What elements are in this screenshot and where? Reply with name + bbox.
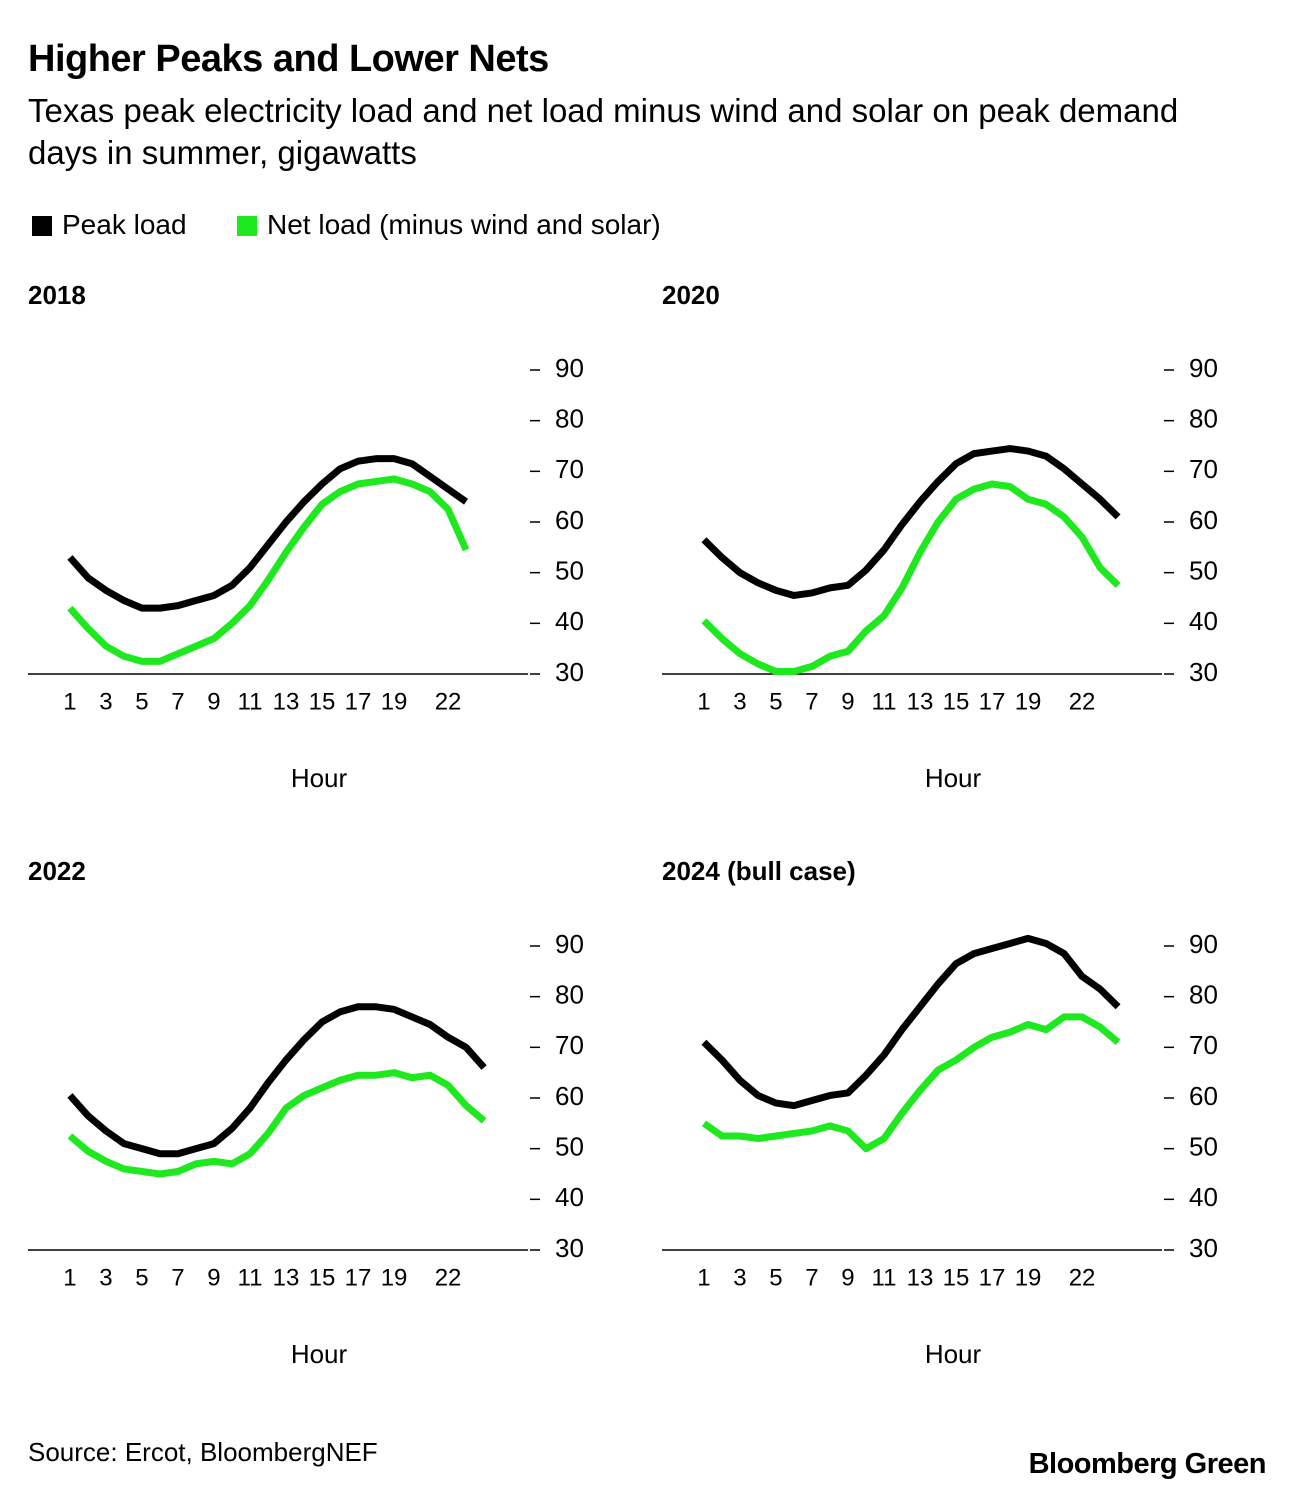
chart-title: 2022: [28, 856, 86, 886]
x-tick-label: 11: [872, 688, 897, 715]
x-tick-label: 22: [1069, 688, 1096, 715]
y-tick-label: 90: [555, 929, 584, 959]
series-line: [67, 475, 470, 665]
x-tick-label: 15: [309, 688, 336, 715]
x-tick-label: 11: [238, 1264, 263, 1291]
x-tick-label: 9: [841, 1264, 854, 1291]
y-tick-label: 50: [555, 1132, 584, 1162]
series-line: [67, 1003, 487, 1158]
x-tick-label: 17: [979, 688, 1006, 715]
x-tick-label: 9: [207, 688, 220, 715]
x-tick-label: 15: [943, 688, 970, 715]
y-tick-label: 80: [1189, 404, 1218, 434]
y-tick-label: 50: [1189, 1132, 1218, 1162]
x-tick-label: 11: [238, 688, 263, 715]
y-tick-label: 70: [1189, 454, 1218, 484]
y-tick-label: 80: [555, 980, 584, 1010]
y-tick-label: 40: [1189, 606, 1218, 636]
x-tick-label: 19: [1015, 688, 1042, 715]
x-tick-label: 3: [99, 1264, 112, 1291]
y-tick-label: 80: [555, 404, 584, 434]
y-tick-label: 60: [1189, 1081, 1218, 1111]
y-tick-label: 90: [555, 353, 584, 383]
x-tick-label: 22: [435, 1264, 462, 1291]
series-line: [701, 480, 1121, 675]
chart-title: 2024 (bull case): [662, 856, 856, 886]
x-tick-label: 19: [381, 688, 408, 715]
x-tick-label: 7: [805, 1264, 818, 1291]
y-tick-label: 60: [1189, 505, 1218, 535]
legend-label: Peak load: [62, 209, 187, 240]
x-axis-label: Hour: [925, 763, 982, 793]
x-tick-label: 17: [345, 688, 372, 715]
legend-label: Net load (minus wind and solar): [267, 209, 661, 240]
x-tick-label: 5: [135, 1264, 148, 1291]
x-tick-label: 3: [733, 688, 746, 715]
legend-swatch: [237, 216, 257, 236]
y-tick-label: 70: [1189, 1030, 1218, 1060]
y-tick-label: 40: [1189, 1182, 1218, 1212]
x-tick-label: 3: [99, 688, 112, 715]
x-tick-label: 3: [733, 1264, 746, 1291]
y-tick-label: 90: [1189, 353, 1218, 383]
x-tick-label: 19: [381, 1264, 408, 1291]
x-tick-label: 1: [697, 688, 710, 715]
x-tick-label: 13: [907, 688, 934, 715]
legend-swatch: [32, 216, 52, 236]
series-line: [67, 1069, 487, 1178]
x-tick-label: 15: [943, 1264, 970, 1291]
y-tick-label: 30: [1189, 657, 1218, 687]
y-tick-label: 50: [1189, 556, 1218, 586]
x-tick-label: 5: [135, 688, 148, 715]
x-tick-label: 5: [769, 1264, 782, 1291]
series-line: [67, 455, 469, 612]
page-subtitle: Texas peak electricity load and net load…: [28, 92, 1179, 171]
x-tick-label: 11: [872, 1264, 897, 1291]
x-tick-label: 22: [435, 688, 462, 715]
x-tick-label: 7: [171, 688, 184, 715]
y-tick-label: 30: [1189, 1233, 1218, 1263]
x-axis-label: Hour: [291, 763, 348, 793]
x-tick-label: 7: [805, 688, 818, 715]
x-tick-label: 7: [171, 1264, 184, 1291]
x-tick-label: 19: [1015, 1264, 1042, 1291]
y-tick-label: 90: [1189, 929, 1218, 959]
y-tick-label: 30: [555, 1233, 584, 1263]
x-tick-label: 17: [345, 1264, 372, 1291]
series-line: [701, 1013, 1121, 1153]
y-tick-label: 70: [555, 1030, 584, 1060]
series-line: [701, 445, 1121, 599]
chart-title: 2020: [662, 280, 720, 310]
x-tick-label: 1: [63, 688, 76, 715]
series-line: [701, 934, 1121, 1110]
brand: Bloomberg Green: [1028, 1448, 1267, 1480]
x-tick-label: 1: [63, 1264, 76, 1291]
x-tick-label: 9: [207, 1264, 220, 1291]
source: Source: Ercot, BloombergNEF: [28, 1437, 378, 1467]
y-tick-label: 30: [555, 657, 584, 687]
x-tick-label: 13: [273, 688, 300, 715]
y-tick-label: 70: [555, 454, 584, 484]
y-tick-label: 60: [555, 505, 584, 535]
x-tick-label: 13: [907, 1264, 934, 1291]
x-tick-label: 22: [1069, 1264, 1096, 1291]
page-title: Higher Peaks and Lower Nets: [28, 38, 549, 80]
x-tick-label: 1: [697, 1264, 710, 1291]
x-axis-label: Hour: [291, 1339, 348, 1369]
y-tick-label: 40: [555, 1182, 584, 1212]
x-tick-label: 9: [841, 688, 854, 715]
x-axis-label: Hour: [925, 1339, 982, 1369]
chart-title: 2018: [28, 280, 86, 310]
x-tick-label: 5: [769, 688, 782, 715]
x-tick-label: 15: [309, 1264, 336, 1291]
x-tick-label: 13: [273, 1264, 300, 1291]
y-tick-label: 80: [1189, 980, 1218, 1010]
x-tick-label: 17: [979, 1264, 1006, 1291]
y-tick-label: 40: [555, 606, 584, 636]
y-tick-label: 60: [555, 1081, 584, 1111]
y-tick-label: 50: [555, 556, 584, 586]
